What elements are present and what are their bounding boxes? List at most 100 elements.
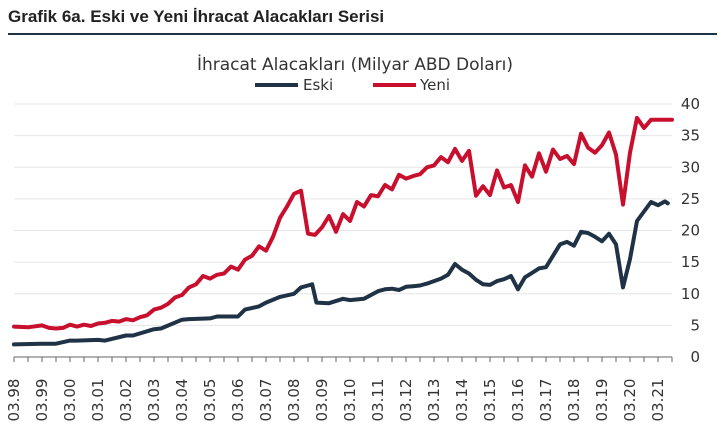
data-point-eski <box>475 279 477 281</box>
data-point-eski <box>279 296 281 298</box>
data-point-yeni <box>13 325 15 328</box>
data-point-yeni <box>496 169 498 172</box>
data-point-eski <box>342 298 344 300</box>
data-point-eski <box>419 284 421 287</box>
title-rule <box>8 33 717 35</box>
data-point-yeni <box>419 173 421 176</box>
data-point-yeni <box>272 236 274 238</box>
data-point-yeni <box>62 327 64 329</box>
data-point-eski <box>531 272 533 274</box>
data-point-yeni <box>104 322 106 324</box>
chart-title: İhracat Alacakları (Milyar ABD Doları) <box>197 54 513 75</box>
data-point-yeni <box>671 119 673 121</box>
data-point-yeni <box>181 294 183 296</box>
y-tick-label: 30 <box>681 158 700 176</box>
data-point-yeni <box>440 156 442 158</box>
data-point-eski <box>440 277 442 280</box>
data-point-yeni <box>328 215 330 217</box>
data-point-yeni <box>83 323 85 326</box>
data-point-yeni <box>307 232 309 235</box>
data-point-eski <box>545 266 547 268</box>
data-point-yeni <box>265 249 267 252</box>
data-point-eski <box>559 243 561 246</box>
data-point-eski <box>258 305 260 308</box>
data-point-yeni <box>545 170 547 173</box>
data-point-eski <box>237 315 239 318</box>
data-point-eski <box>622 286 624 289</box>
data-point-yeni <box>524 164 526 167</box>
data-point-eski <box>311 283 314 286</box>
data-point-yeni <box>510 184 512 186</box>
data-point-eski <box>265 301 267 304</box>
data-point-yeni <box>622 203 624 206</box>
data-point-eski <box>181 318 183 321</box>
x-tick-label: 03.16 <box>509 379 527 422</box>
data-point-yeni <box>608 131 610 134</box>
y-axis-ticks: 0 5 10 15 20 25 30 35 40 <box>681 95 700 366</box>
y-tick-label: 0 <box>690 348 700 366</box>
x-tick-label: 03.18 <box>565 379 583 422</box>
data-point-eski <box>13 343 15 346</box>
data-point-eski <box>461 268 463 271</box>
data-point-yeni <box>482 185 484 188</box>
data-point-yeni <box>377 195 379 198</box>
data-point-yeni <box>426 166 428 169</box>
gridlines <box>13 103 673 362</box>
data-point-eski <box>300 286 302 289</box>
data-point-yeni <box>335 230 337 233</box>
data-point-yeni <box>48 327 50 329</box>
data-point-yeni <box>55 327 57 330</box>
data-point-yeni <box>223 272 225 275</box>
data-point-yeni <box>405 177 407 180</box>
x-tick-label: 03.07 <box>257 379 275 422</box>
data-point-yeni <box>538 152 540 155</box>
data-point-eski <box>153 328 155 330</box>
data-point-eski <box>538 267 540 270</box>
data-point-eski <box>615 243 617 246</box>
data-point-yeni <box>76 325 78 328</box>
y-tick-label: 5 <box>690 316 700 334</box>
data-point-eski <box>587 232 589 234</box>
data-point-eski <box>97 339 99 341</box>
data-point-yeni <box>279 217 281 219</box>
data-point-yeni <box>293 193 295 195</box>
data-point-yeni <box>657 119 659 121</box>
data-point-yeni <box>391 188 393 191</box>
data-point-eski <box>454 263 456 265</box>
data-point-yeni <box>153 308 155 311</box>
data-point-yeni <box>146 314 148 317</box>
data-point-eski <box>41 342 43 345</box>
data-point-yeni <box>433 164 435 167</box>
series-lines <box>12 115 674 347</box>
data-point-yeni <box>412 175 414 177</box>
data-point-eski <box>125 334 127 337</box>
y-tick-label: 20 <box>681 222 700 240</box>
data-point-yeni <box>601 144 603 146</box>
data-point-eski <box>601 240 603 243</box>
data-point-yeni <box>111 320 113 322</box>
data-point-eski <box>636 220 638 222</box>
data-point-yeni <box>209 277 211 280</box>
data-point-eski <box>328 302 330 305</box>
data-point-eski <box>377 290 379 293</box>
data-point-yeni <box>398 174 400 176</box>
data-point-yeni <box>384 184 386 186</box>
data-point-yeni <box>566 155 568 157</box>
data-point-yeni <box>237 268 239 271</box>
y-tick-label: 10 <box>681 285 700 303</box>
data-point-yeni <box>258 245 260 248</box>
x-tick-label: 03.01 <box>89 379 107 422</box>
data-point-yeni <box>202 275 204 277</box>
x-tick-label: 03.19 <box>593 379 611 422</box>
data-point-eski <box>55 342 57 345</box>
data-point-eski <box>160 327 162 330</box>
data-point-eski <box>188 318 190 320</box>
data-point-yeni <box>167 303 169 305</box>
x-axis-ticks: 03.98 03.99 03.00 03.01 03.02 03.03 03.04 03.05… <box>5 379 667 422</box>
data-point-eski <box>433 280 435 282</box>
data-point-yeni <box>594 151 596 154</box>
data-point-yeni <box>300 189 302 192</box>
data-point-yeni <box>314 234 316 236</box>
data-point-eski <box>650 201 652 203</box>
data-point-eski <box>76 339 78 342</box>
